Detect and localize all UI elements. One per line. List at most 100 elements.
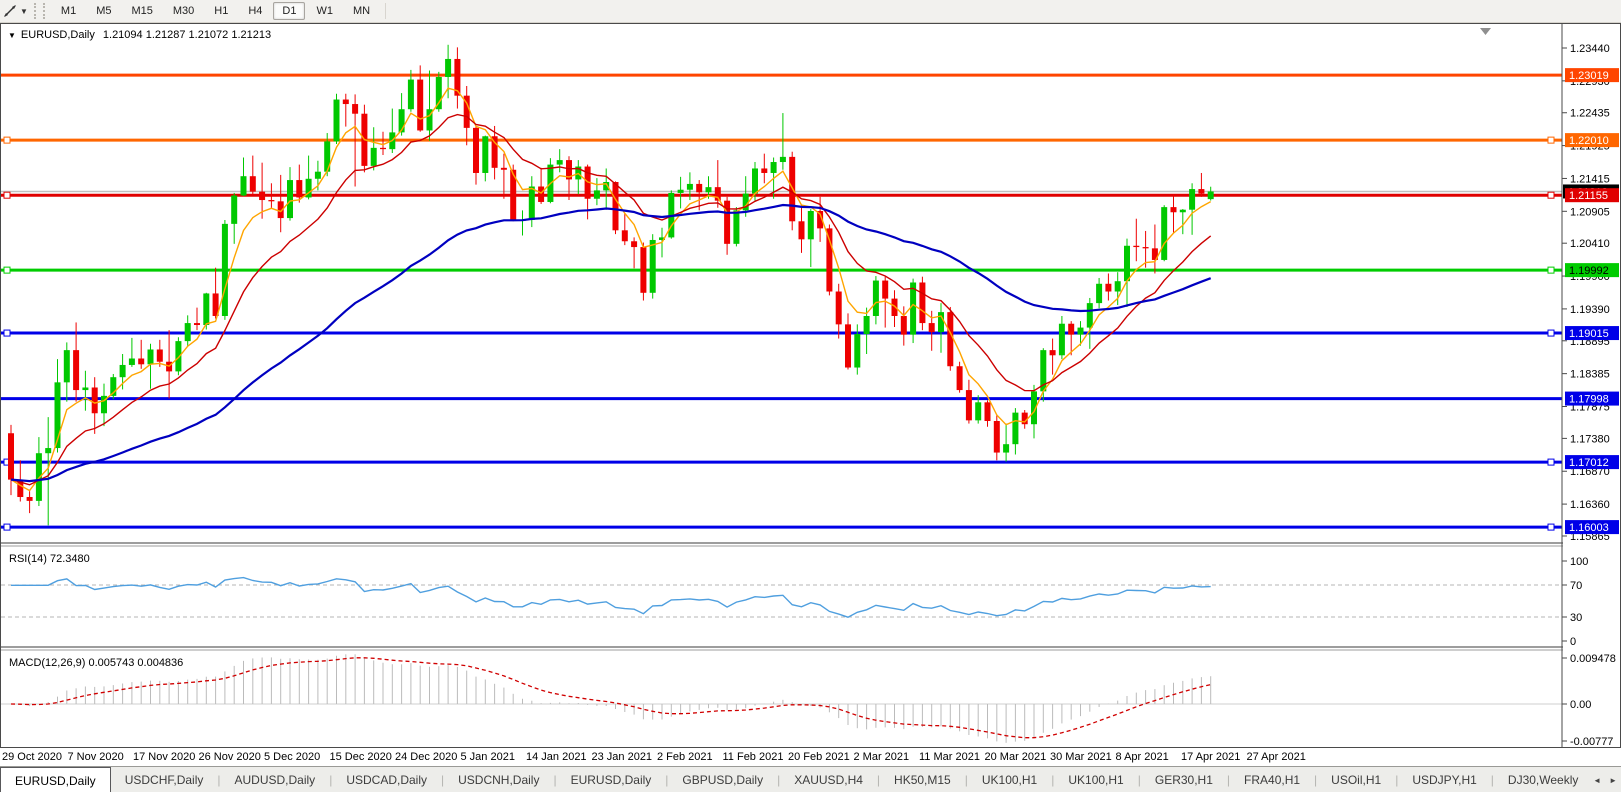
chart-tab-uk100-h1[interactable]: UK100,H1 — [981, 773, 1038, 787]
date-tick-label: 15 Dec 2020 — [329, 751, 392, 763]
chart-tab-dj30-weekly[interactable]: DJ30,Weekly — [1507, 773, 1579, 787]
price-tick-label: 1.21415 — [1570, 173, 1610, 185]
chart-shift-marker[interactable] — [1480, 28, 1491, 35]
timeframe-button-h1[interactable]: H1 — [214, 5, 229, 17]
level-label-text: 1.19015 — [1569, 328, 1609, 340]
price-tick-label: 1.23440 — [1570, 43, 1610, 55]
candle — [631, 241, 638, 248]
candle — [659, 237, 665, 240]
chart-tab-ger30-h1[interactable]: GER30,H1 — [1154, 773, 1213, 787]
chart-tab-usoil-h1[interactable]: USOil,H1 — [1331, 773, 1382, 787]
candle — [231, 195, 238, 224]
hline-handle[interactable] — [1547, 458, 1555, 466]
candle — [603, 181, 610, 191]
date-tick-label: 23 Jan 2021 — [591, 751, 653, 763]
timeframe-button-d1[interactable]: D1 — [273, 2, 306, 20]
candle — [510, 169, 517, 221]
chart-tab-eurusd-daily[interactable]: EURUSD,Daily — [0, 767, 111, 792]
chart-tab-usdcnh-daily[interactable]: USDCNH,Daily — [458, 773, 540, 787]
chart-tab-uk100-h1[interactable]: UK100,H1 — [1068, 773, 1124, 787]
tab-separator: | — [553, 773, 557, 787]
candle — [984, 402, 991, 421]
hline-handle[interactable] — [1547, 523, 1555, 531]
chart-tab-fra40-h1[interactable]: FRA40,H1 — [1244, 773, 1301, 787]
chart-tab-gbpusd-daily[interactable]: GBPUSD,Daily — [682, 773, 764, 787]
chart-tab-hk50-m15[interactable]: HK50,M15 — [894, 773, 951, 787]
candle — [203, 293, 210, 326]
candle — [463, 95, 470, 128]
timeframe-toolbar: ▼ M1 M5 M15 M30 H1 H4 D1 W1 MN — [0, 0, 1621, 23]
time-axis[interactable]: 29 Oct 2020 7 Nov 2020 17 Nov 2020 26 Nov 2… — [0, 748, 1621, 766]
candle — [314, 171, 321, 179]
level-label-1.19992 — [1565, 263, 1619, 278]
candle — [779, 156, 786, 163]
collapse-arrow-icon[interactable]: ▼ — [8, 31, 16, 40]
candle — [640, 247, 647, 293]
ma-line-13[interactable] — [10, 113, 1212, 486]
chart-tab-usdcad-daily[interactable]: USDCAD,Daily — [346, 773, 427, 787]
candle — [900, 315, 907, 335]
hline-handle[interactable] — [1547, 136, 1555, 144]
candle — [8, 433, 14, 480]
chart-tab-usdjpy-h1[interactable]: USDJPY,H1 — [1412, 773, 1477, 787]
toolbar-grip-handle[interactable] — [33, 3, 45, 19]
level-label-1.19015 — [1565, 326, 1619, 341]
ma-line-50[interactable] — [10, 203, 1212, 483]
hline-handle[interactable] — [3, 266, 11, 274]
candle — [407, 79, 414, 110]
timeframe-button-m1[interactable]: M1 — [60, 5, 77, 17]
level-label-text: 1.21155 — [1569, 190, 1608, 202]
candle — [491, 136, 498, 168]
tab-separator: | — [964, 773, 968, 787]
hline-handle[interactable] — [3, 191, 11, 199]
candle — [1179, 209, 1186, 213]
candle — [101, 395, 107, 414]
chevron-down-icon[interactable]: ▼ — [20, 6, 28, 16]
candle — [26, 497, 33, 501]
hline-handle[interactable] — [1547, 266, 1555, 274]
timeframe-button-m15[interactable]: M15 — [131, 5, 153, 17]
candle — [324, 141, 331, 172]
chart-tab-usdchf-daily[interactable]: USDCHF,Daily — [124, 773, 204, 787]
candle — [1142, 247, 1149, 249]
candle — [240, 176, 247, 196]
candle — [733, 210, 740, 244]
candle — [956, 366, 963, 391]
candle — [1003, 444, 1010, 453]
candle — [947, 312, 954, 367]
price-chart-canvas[interactable]: 1.234401.229301.224351.219251.214151.209… — [1, 24, 1620, 747]
tab-scroll-right-icon[interactable]: ► — [1609, 775, 1617, 785]
candle — [333, 99, 340, 142]
candle — [612, 181, 619, 231]
tab-scroll-buttons: ◄ ► — [1589, 767, 1621, 792]
candle — [1161, 207, 1168, 260]
timeframe-button-w1[interactable]: W1 — [316, 5, 333, 17]
chart-tabbar: EURUSD,Daily USDCHF,Daily | AUDUSD,Daily | US… — [0, 766, 1621, 792]
level-label-1.23019 — [1565, 68, 1619, 83]
ma-line-5[interactable] — [10, 87, 1212, 492]
candle — [538, 186, 545, 202]
crosshair-tool-icon[interactable] — [0, 2, 20, 20]
hline-handle[interactable] — [3, 136, 11, 144]
candle — [817, 210, 824, 229]
timeframe-button-m5[interactable]: M5 — [96, 5, 112, 17]
hline-handle[interactable] — [3, 329, 11, 337]
price-tick-label: 1.18385 — [1570, 369, 1610, 381]
timeframe-button-h4[interactable]: H4 — [248, 5, 263, 17]
level-label-text: 1.17012 — [1569, 457, 1609, 469]
candle — [54, 382, 61, 449]
hline-handle[interactable] — [1547, 191, 1555, 199]
candle — [1170, 207, 1177, 213]
chart-tab-audusd-daily[interactable]: AUDUSD,Daily — [234, 773, 316, 787]
timeframe-button-m30[interactable]: M30 — [172, 5, 195, 17]
candle — [435, 76, 442, 110]
chart-tab-xauusd-h4[interactable]: XAUUSD,H4 — [794, 773, 863, 787]
date-tick-label: 5 Dec 2020 — [264, 751, 321, 763]
tab-scroll-left-icon[interactable]: ◄ — [1593, 775, 1602, 785]
timeframe-button-mn[interactable]: MN — [352, 5, 371, 17]
date-tick-label: 2 Mar 2021 — [853, 751, 910, 763]
hline-handle[interactable] — [1547, 329, 1555, 337]
hline-handle[interactable] — [3, 523, 11, 531]
chart-tab-eurusd-daily[interactable]: EURUSD,Daily — [570, 773, 652, 787]
candle — [742, 193, 749, 211]
